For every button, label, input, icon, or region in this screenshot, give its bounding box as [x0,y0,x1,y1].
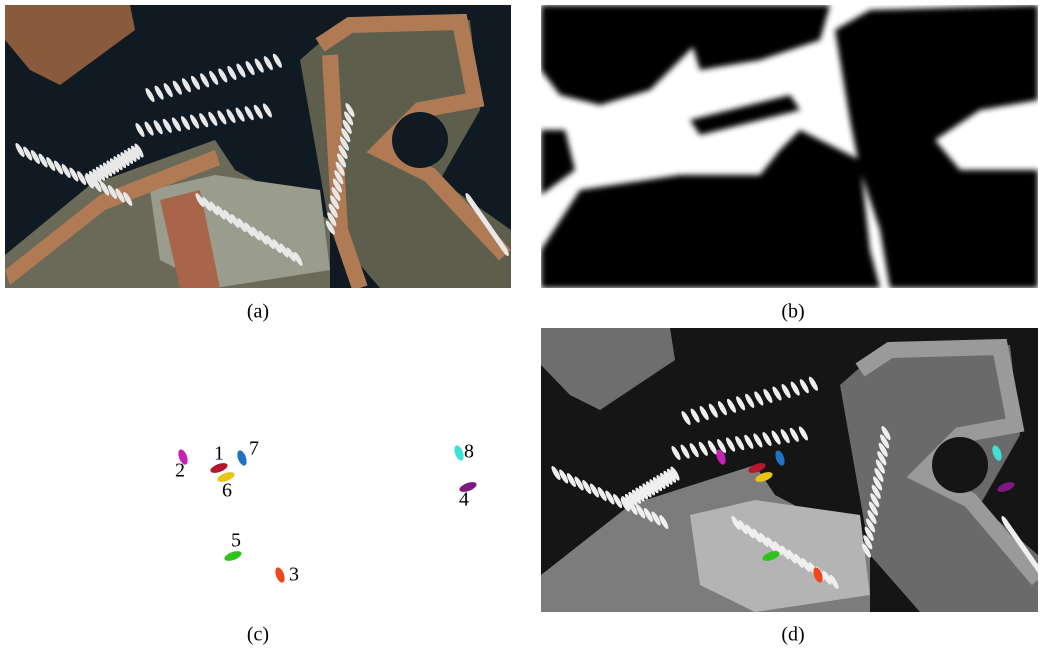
overlay-image [541,328,1043,612]
object-label: 7 [249,438,259,460]
caption: (d) [781,624,804,646]
caption: (b) [781,301,804,323]
mask-image [541,5,1038,288]
figure: (a) (b) (d) 1 2 3 4 5 67 8 (c) [0,0,1043,655]
object-label: 6 [222,480,232,502]
satellite-image [5,5,511,288]
object-label: 4 [459,489,469,511]
object-label: 2 [175,460,185,482]
object-blob [236,449,249,467]
caption: (c) [247,624,269,646]
object-label: 8 [464,441,474,463]
object-blob [274,566,287,584]
caption: (a) [247,301,269,323]
object-label: 3 [289,564,299,586]
object-label: 5 [231,530,241,552]
object-label: 1 [214,443,224,465]
objects-panel: 1 2 3 4 5 67 8 [175,438,478,586]
